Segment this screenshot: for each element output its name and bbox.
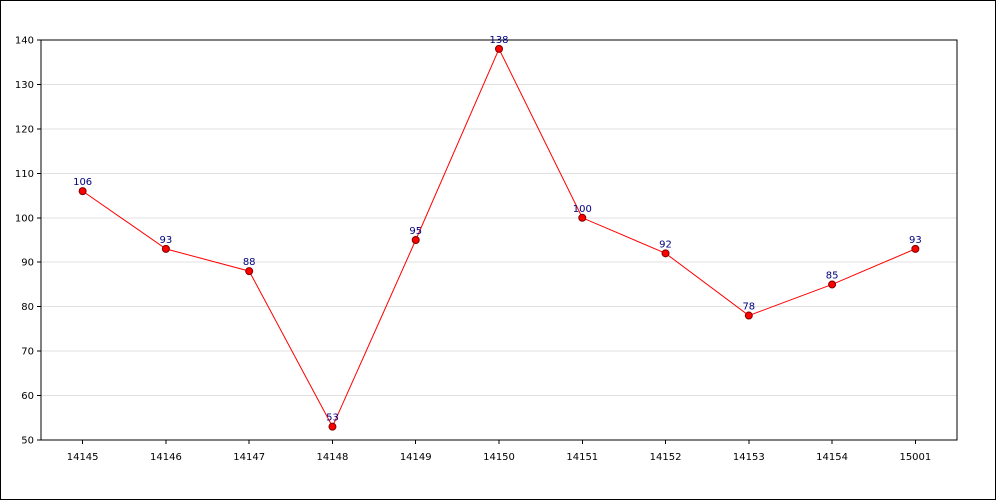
data-point bbox=[911, 244, 920, 253]
data-point bbox=[328, 422, 337, 431]
data-point bbox=[578, 213, 587, 222]
data-point bbox=[828, 280, 837, 289]
y-tick-label: 140 bbox=[15, 36, 34, 47]
data-point bbox=[495, 44, 503, 53]
series-line bbox=[82, 47, 916, 428]
series-layer bbox=[78, 44, 920, 431]
data-point bbox=[411, 236, 420, 244]
y-tick-label: 90 bbox=[21, 258, 34, 269]
x-tick-label: 14152 bbox=[650, 452, 682, 463]
y-tick-label: 50 bbox=[21, 436, 34, 447]
data-label: 138 bbox=[489, 35, 508, 46]
y-tick-label: 130 bbox=[15, 80, 34, 91]
y-tick-label: 60 bbox=[21, 391, 34, 402]
data-label: 53 bbox=[326, 413, 339, 424]
axis-layer: 50 60 70 80 90 100 110 120 130 140 14145 14146 14147… bbox=[15, 36, 958, 463]
y-tick-label: 120 bbox=[15, 124, 34, 135]
data-point bbox=[744, 311, 753, 320]
plot-border bbox=[40, 39, 958, 441]
data-point bbox=[161, 244, 170, 253]
x-tick-label: 15001 bbox=[899, 452, 931, 463]
x-tick-label: 14150 bbox=[483, 452, 515, 463]
x-tick-label: 14151 bbox=[566, 452, 598, 463]
x-tick-label: 14149 bbox=[400, 452, 432, 463]
grid-layer bbox=[41, 83, 957, 397]
x-tick-label: 14145 bbox=[67, 452, 99, 463]
x-tick-label: 14148 bbox=[317, 452, 349, 463]
data-label: 92 bbox=[659, 239, 672, 250]
y-tick-label: 110 bbox=[15, 169, 34, 180]
y-tick-label: 100 bbox=[15, 213, 34, 224]
data-point bbox=[661, 249, 670, 258]
y-tick-label: 70 bbox=[21, 347, 34, 358]
data-label: 85 bbox=[826, 270, 839, 281]
y-tick-label: 80 bbox=[21, 302, 34, 313]
data-label: 95 bbox=[409, 226, 422, 237]
x-tick-label: 14154 bbox=[816, 452, 848, 463]
data-label: 100 bbox=[573, 204, 592, 215]
data-label: 93 bbox=[909, 235, 922, 246]
data-point bbox=[245, 267, 254, 276]
x-tick-label: 14153 bbox=[733, 452, 765, 463]
data-label: 106 bbox=[73, 177, 92, 188]
data-label: 88 bbox=[243, 257, 256, 268]
data-label: 93 bbox=[160, 235, 173, 246]
x-tick-label: 14147 bbox=[233, 452, 265, 463]
label-layer: 106 93 88 53 95 138 100 92 78 85 93 bbox=[73, 35, 922, 424]
data-point bbox=[78, 187, 87, 196]
data-label: 78 bbox=[742, 302, 755, 313]
x-tick-label: 14146 bbox=[150, 452, 182, 463]
